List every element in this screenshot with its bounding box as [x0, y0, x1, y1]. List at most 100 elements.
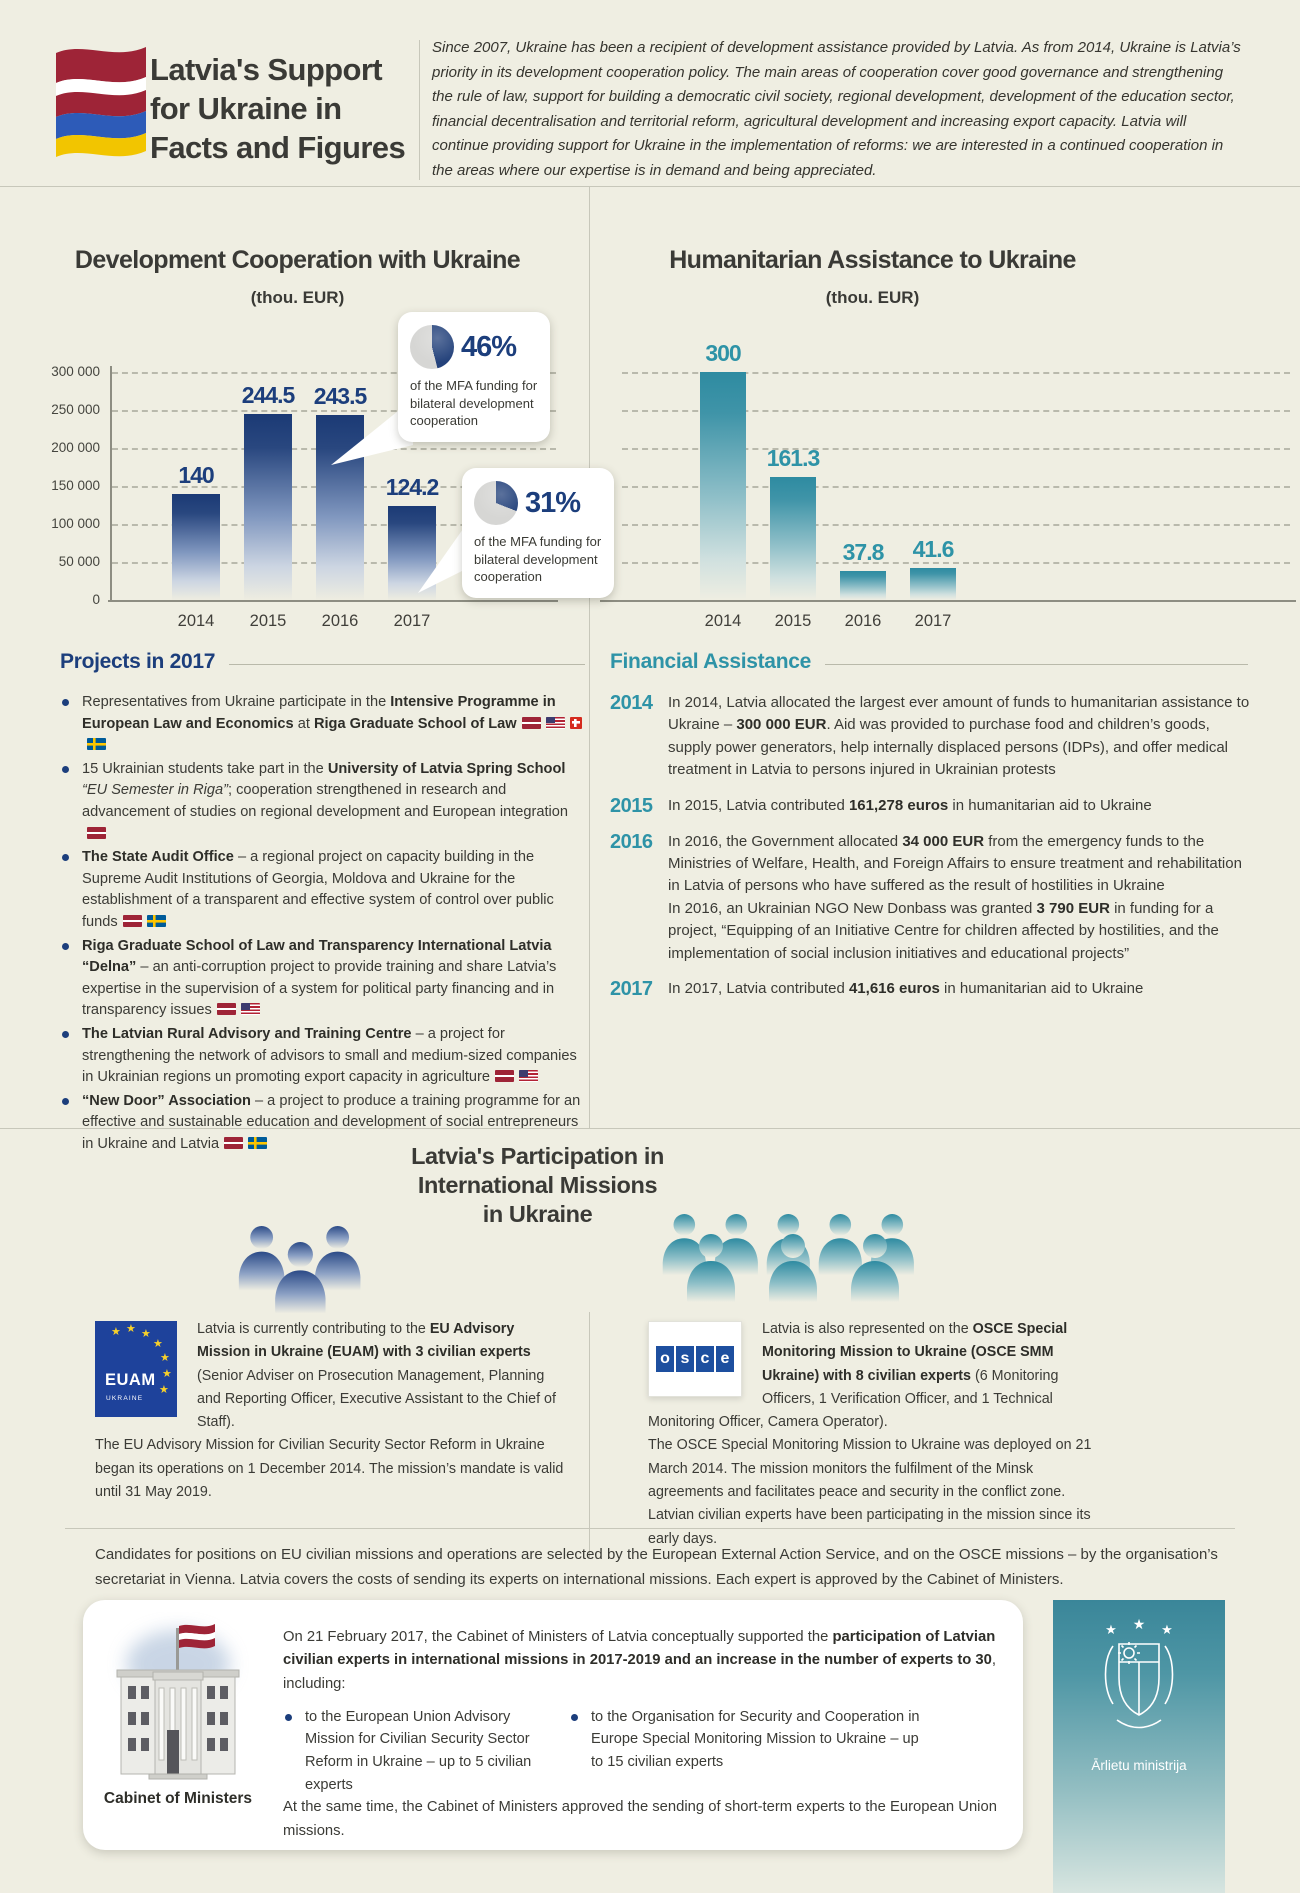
- text-segment: The State Audit Office: [82, 849, 234, 866]
- text-segment: – a regional project on capacity buildin…: [82, 849, 554, 930]
- text-segment: The EU Advisory Mission for Civilian Sec…: [95, 1437, 564, 1501]
- text-segment: Riga Graduate School of Law and Transpar…: [82, 937, 552, 976]
- financial-paragraph: In 2015, Latvia contributed 161,278 euro…: [668, 795, 1250, 817]
- page-title-line: Facts and Figures: [150, 130, 406, 165]
- text-segment: Representatives from Ukraine participate…: [82, 694, 391, 710]
- bar-value-label: 161.3: [766, 445, 821, 471]
- financial-list-item: 2017 In 2017, Latvia contributed 41,616 e…: [610, 978, 1250, 1001]
- project-text: The Latvian Rural Advisory and Training …: [82, 1024, 588, 1089]
- text-segment: The OSCE Special Monitoring Mission to U…: [648, 1437, 1092, 1547]
- financial-paragraph: In 2016, an Ukrainian NGO New Donbass wa…: [668, 898, 1250, 965]
- usa-flag-icon: [519, 1070, 539, 1083]
- usa-flag-icon: [240, 1003, 260, 1016]
- callout-tail: [418, 519, 470, 593]
- year-label: 2017: [610, 978, 653, 1001]
- bar-2014: [700, 372, 746, 600]
- euam-logo-sublabel: UKRAINE: [106, 1395, 144, 1402]
- svg-text:★: ★: [1161, 1622, 1173, 1637]
- callout-tail: [331, 399, 413, 465]
- bar-value-label: 300: [705, 340, 741, 366]
- chart-title-development: Development Cooperation with Ukraine: [74, 246, 521, 274]
- x-axis-label: 2017: [393, 612, 431, 630]
- gridline: [112, 410, 556, 412]
- financial-text: In 2014, Latvia allocated the largest ev…: [668, 692, 1250, 782]
- star-icon: ★: [111, 1326, 121, 1338]
- y-axis-tick: 150 000: [51, 478, 100, 493]
- x-axis-label: 2016: [844, 612, 882, 630]
- text-segment: (Senior Adviser on Prosecution Managemen…: [197, 1367, 556, 1431]
- y-axis-tick: 250 000: [51, 402, 100, 417]
- year-label: 2015: [610, 794, 653, 817]
- project-text: The State Audit Office – a regional proj…: [82, 847, 588, 933]
- x-axis-label: 2015: [774, 612, 812, 630]
- text-segment: “EU Semester in Riga”: [82, 782, 228, 799]
- x-axis-label: 2015: [249, 612, 287, 630]
- financial-paragraph: In 2016, the Government allocated 34 000…: [668, 831, 1250, 898]
- text-segment: , including:: [283, 1652, 996, 1692]
- year-label: 2016: [610, 830, 653, 853]
- latvia-flag-icon: [521, 716, 541, 729]
- chart-subtitle-humanitarian: (thou. EUR): [825, 288, 920, 307]
- x-axis-line: [108, 600, 558, 602]
- text-segment: 34 000 EUR: [902, 832, 985, 850]
- gridline: [622, 562, 1290, 564]
- euam-block: ★ ★ ★ ★ ★ ★ ★ EUAM UKRAINE Latvia is cur…: [95, 1318, 565, 1504]
- osce-logo-letter: o: [656, 1346, 674, 1372]
- intro-paragraph: Since 2007, Ukraine has been a recipient…: [432, 39, 1241, 179]
- page-title-line: for Ukraine in: [150, 91, 342, 126]
- osce-paragraphs: Latvia is also represented on the OSCE S…: [648, 1318, 1110, 1551]
- project-list-item: Riga Graduate School of Law and Transpar…: [60, 936, 588, 1022]
- callout-31pct: 31% of the MFA funding for bilateral dev…: [462, 468, 614, 598]
- missions-title: Latvia's Participation in International …: [280, 1142, 795, 1229]
- text-segment: OSCE Special Monitoring Mission to Ukrai…: [762, 1321, 1068, 1384]
- text-segment: Riga Graduate School of Law: [313, 715, 517, 732]
- project-list-item: “New Door” Association – a project to pr…: [60, 1091, 588, 1156]
- missions-title-line: in Ukraine: [482, 1201, 593, 1227]
- sweden-flag-icon: [248, 1136, 268, 1149]
- financial-heading: Financial Assistance: [610, 650, 811, 673]
- latvia-flag-icon: [122, 914, 142, 927]
- heading-rule: [824, 663, 1248, 665]
- text-segment: at: [293, 715, 314, 732]
- cabinet-bullet-text: to the European Union Advisory Mission f…: [305, 1708, 532, 1793]
- latvia-flag-icon: [495, 1070, 515, 1083]
- latvia-flag-icon: [87, 826, 106, 839]
- financial-list-item: 2014 In 2014, Latvia allocated the larges…: [610, 692, 1250, 782]
- y-axis-tick: 50 000: [58, 554, 100, 569]
- svg-text:★: ★: [1133, 1616, 1146, 1632]
- text-segment: Intensive Programme in European Law and …: [82, 694, 556, 732]
- ministry-panel: ★ ★ ★ Ārlietu ministrija: [1053, 1600, 1225, 1893]
- euam-paragraphs: Latvia is currently contributing to the …: [95, 1318, 565, 1504]
- project-list-item: 15 Ukrainian students take part in the U…: [60, 759, 588, 845]
- year-label: 2014: [610, 692, 653, 714]
- text-segment: In 2015, Latvia contributed: [668, 796, 849, 814]
- financial-text: In 2016, the Government allocated 34 000…: [668, 831, 1250, 965]
- bar-2015: [244, 414, 292, 600]
- mission-paragraph: Latvia is also represented on the OSCE S…: [648, 1318, 1110, 1434]
- financial-paragraph: In 2017, Latvia contributed 41,616 euros…: [668, 978, 1250, 1000]
- cabinet-card: Cabinet of Ministers On 21 February 2017…: [83, 1600, 1023, 1850]
- text-segment: EU Advisory Mission in Ukraine (EUAM) wi…: [197, 1321, 531, 1361]
- text-segment: in funding for a project, “Equipping of …: [668, 899, 1219, 962]
- bar-2017: [910, 568, 956, 600]
- text-segment: Latvia is currently contributing to the: [197, 1321, 430, 1337]
- three-experts-silhouette-icon: [238, 1226, 361, 1314]
- text-segment: University of Latvia Spring School: [327, 760, 566, 777]
- x-axis-label: 2014: [177, 612, 215, 630]
- cabinet-content: On 21 February 2017, the Cabinet of Mini…: [283, 1626, 1005, 1843]
- cabinet-bullet-text: to the Organisation for Security and Coo…: [591, 1708, 920, 1771]
- text-segment: In 2016, the Government allocated: [668, 832, 903, 850]
- text-segment: 300 000 EUR: [736, 716, 827, 734]
- bullet-icon: [285, 1713, 292, 1721]
- callout-46pct: 46% of the MFA funding for bilateral dev…: [398, 312, 550, 442]
- cabinet-bullet: to the Organisation for Security and Coo…: [569, 1706, 921, 1796]
- y-axis-tick: 300 000: [51, 364, 100, 379]
- projects-list: Representatives from Ukraine participate…: [60, 692, 588, 1157]
- project-text: 15 Ukrainian students take part in the U…: [82, 759, 588, 845]
- text-segment: 15 Ukrainian students take part in the: [82, 760, 328, 777]
- text-segment: ; cooperation strengthened in research a…: [82, 782, 568, 820]
- bar-value-label: 41.6: [912, 536, 955, 562]
- text-segment: “New Door” Association: [82, 1092, 251, 1109]
